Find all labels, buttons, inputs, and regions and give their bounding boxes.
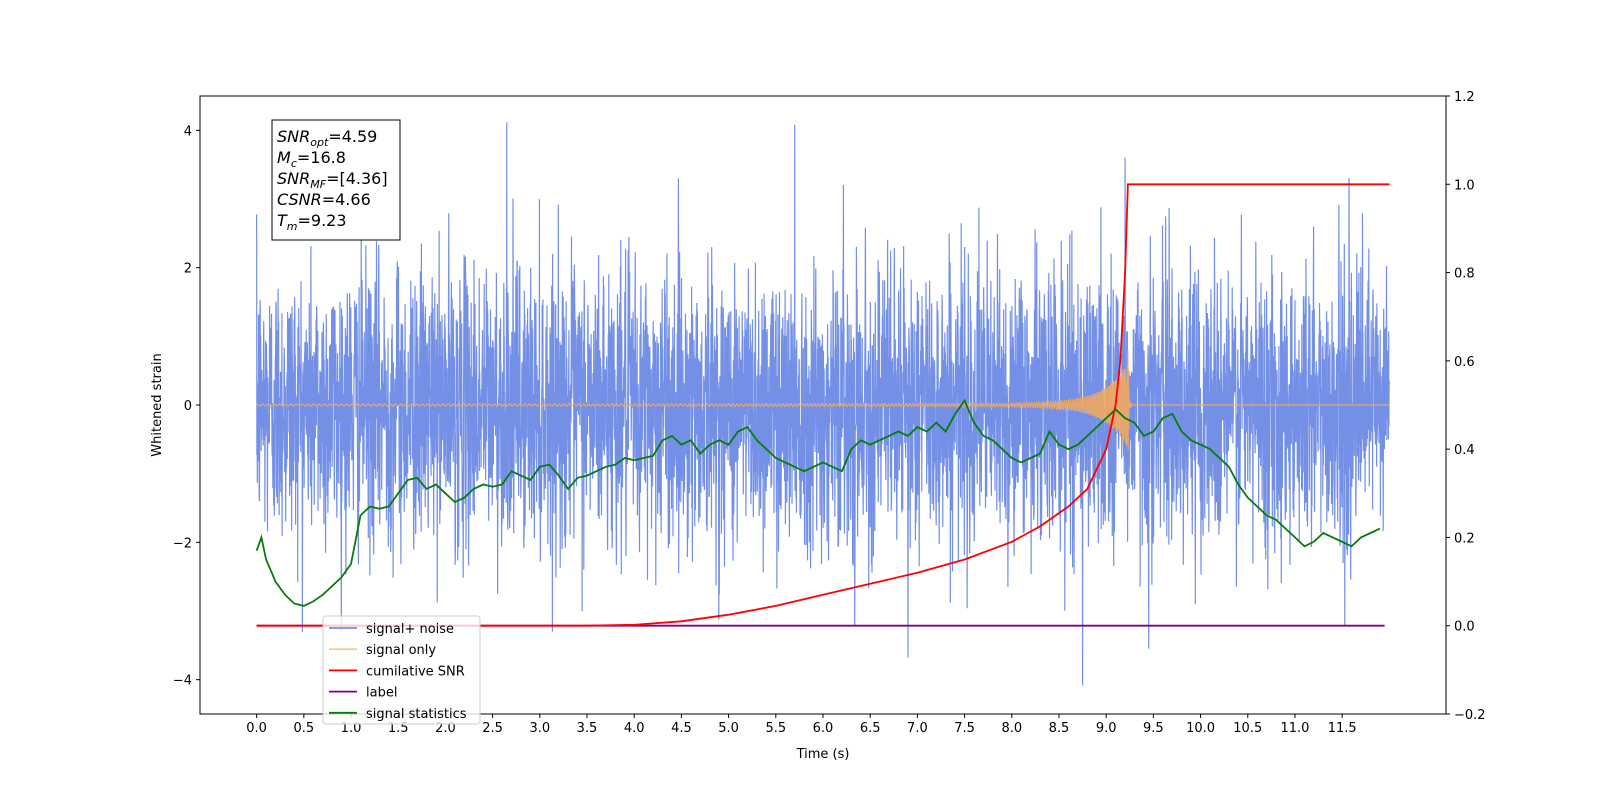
info-line: Mc=16.8 [277,148,346,170]
info-line: SNRopt=4.59 [277,127,377,149]
signal-only-series [256,350,1390,451]
x-tick-label: 9.5 [1143,721,1164,736]
y-tick-label: 2 [184,262,192,277]
y-tick-label: −2 [173,536,192,551]
x-tick-label: 5.0 [718,721,739,736]
x-tick-label: 7.5 [954,721,975,736]
x-tick-label: 7.0 [907,721,928,736]
x-tick-label: 9.0 [1096,721,1117,736]
legend-label: cumilative SNR [366,664,465,679]
x-tick-label: 1.0 [341,721,362,736]
x-tick-label: 4.5 [671,721,692,736]
y2-tick-label: 0.4 [1454,443,1475,458]
x-tick-label: 3.0 [529,721,550,736]
x-tick-label: 11.5 [1328,721,1357,736]
x-tick-label: 8.0 [1001,721,1022,736]
y-tick-label: 0 [184,399,192,414]
x-axis: 0.0 0.5 1.0 1.5 2.0 2.5 3.0 3.5 4.0 4.5 5.0 5.5 6.0 6… [246,714,1357,736]
x-tick-label: 8.5 [1049,721,1070,736]
x-tick-label: 6.0 [813,721,834,736]
x-tick-label: 0.5 [293,721,314,736]
noise-line [256,122,1390,686]
y2-tick-label: 1.2 [1454,90,1475,105]
y2-tick-label: 0.0 [1454,620,1475,635]
cumulative-snr-line [256,183,1390,627]
x-tick-label: 2.5 [482,721,503,736]
info-line: Tm=9.23 [277,211,347,233]
y-tick-label: 4 [184,124,192,139]
y2-tick-label: 0.2 [1454,531,1475,546]
y2-tick-label: 0.8 [1454,267,1475,282]
x-tick-label: 2.0 [435,721,456,736]
x-tick-label: 10.0 [1186,721,1215,736]
x-tick-label: 5.5 [765,721,786,736]
x-tick-label: 4.0 [624,721,645,736]
info-box-frame [271,119,401,241]
x-tick-label: 1.5 [388,721,409,736]
legend-label: signal statistics [366,707,467,722]
y-axis: −4 −2 0 2 4 [173,124,200,689]
y2-tick-label: 0.6 [1454,355,1475,370]
signal-line [256,350,1390,451]
legend-label: signal only [366,643,436,658]
x-tick-label: 6.5 [860,721,881,736]
y-tick-label: −4 [173,674,192,689]
y2-tick-label: 1.0 [1454,178,1475,193]
x-tick-label: 10.5 [1233,721,1262,736]
y2-tick-label: −0.2 [1454,708,1486,723]
x-axis-label: Time (s) [796,747,850,762]
info-line: CSNR=4.66 [277,190,371,209]
y-axis-label: Whitened strain [150,353,165,456]
x-tick-label: 11.0 [1280,721,1309,736]
info-line: SNRMF=[4.36] [277,169,388,191]
y2-axis: −0.2 0.0 0.2 0.4 0.6 0.8 1.0 1.2 [1446,90,1486,723]
legend-frame [322,615,481,725]
legend-label: signal+ noise [366,622,454,637]
x-tick-label: 0.0 [246,721,267,736]
legend: signal+ noise signal only cumilative SNR la… [322,615,481,725]
legend-label: label [366,686,397,701]
signal-statistics-line [255,398,1381,607]
signal-noise-series [256,122,1390,686]
x-tick-label: 3.5 [577,721,598,736]
